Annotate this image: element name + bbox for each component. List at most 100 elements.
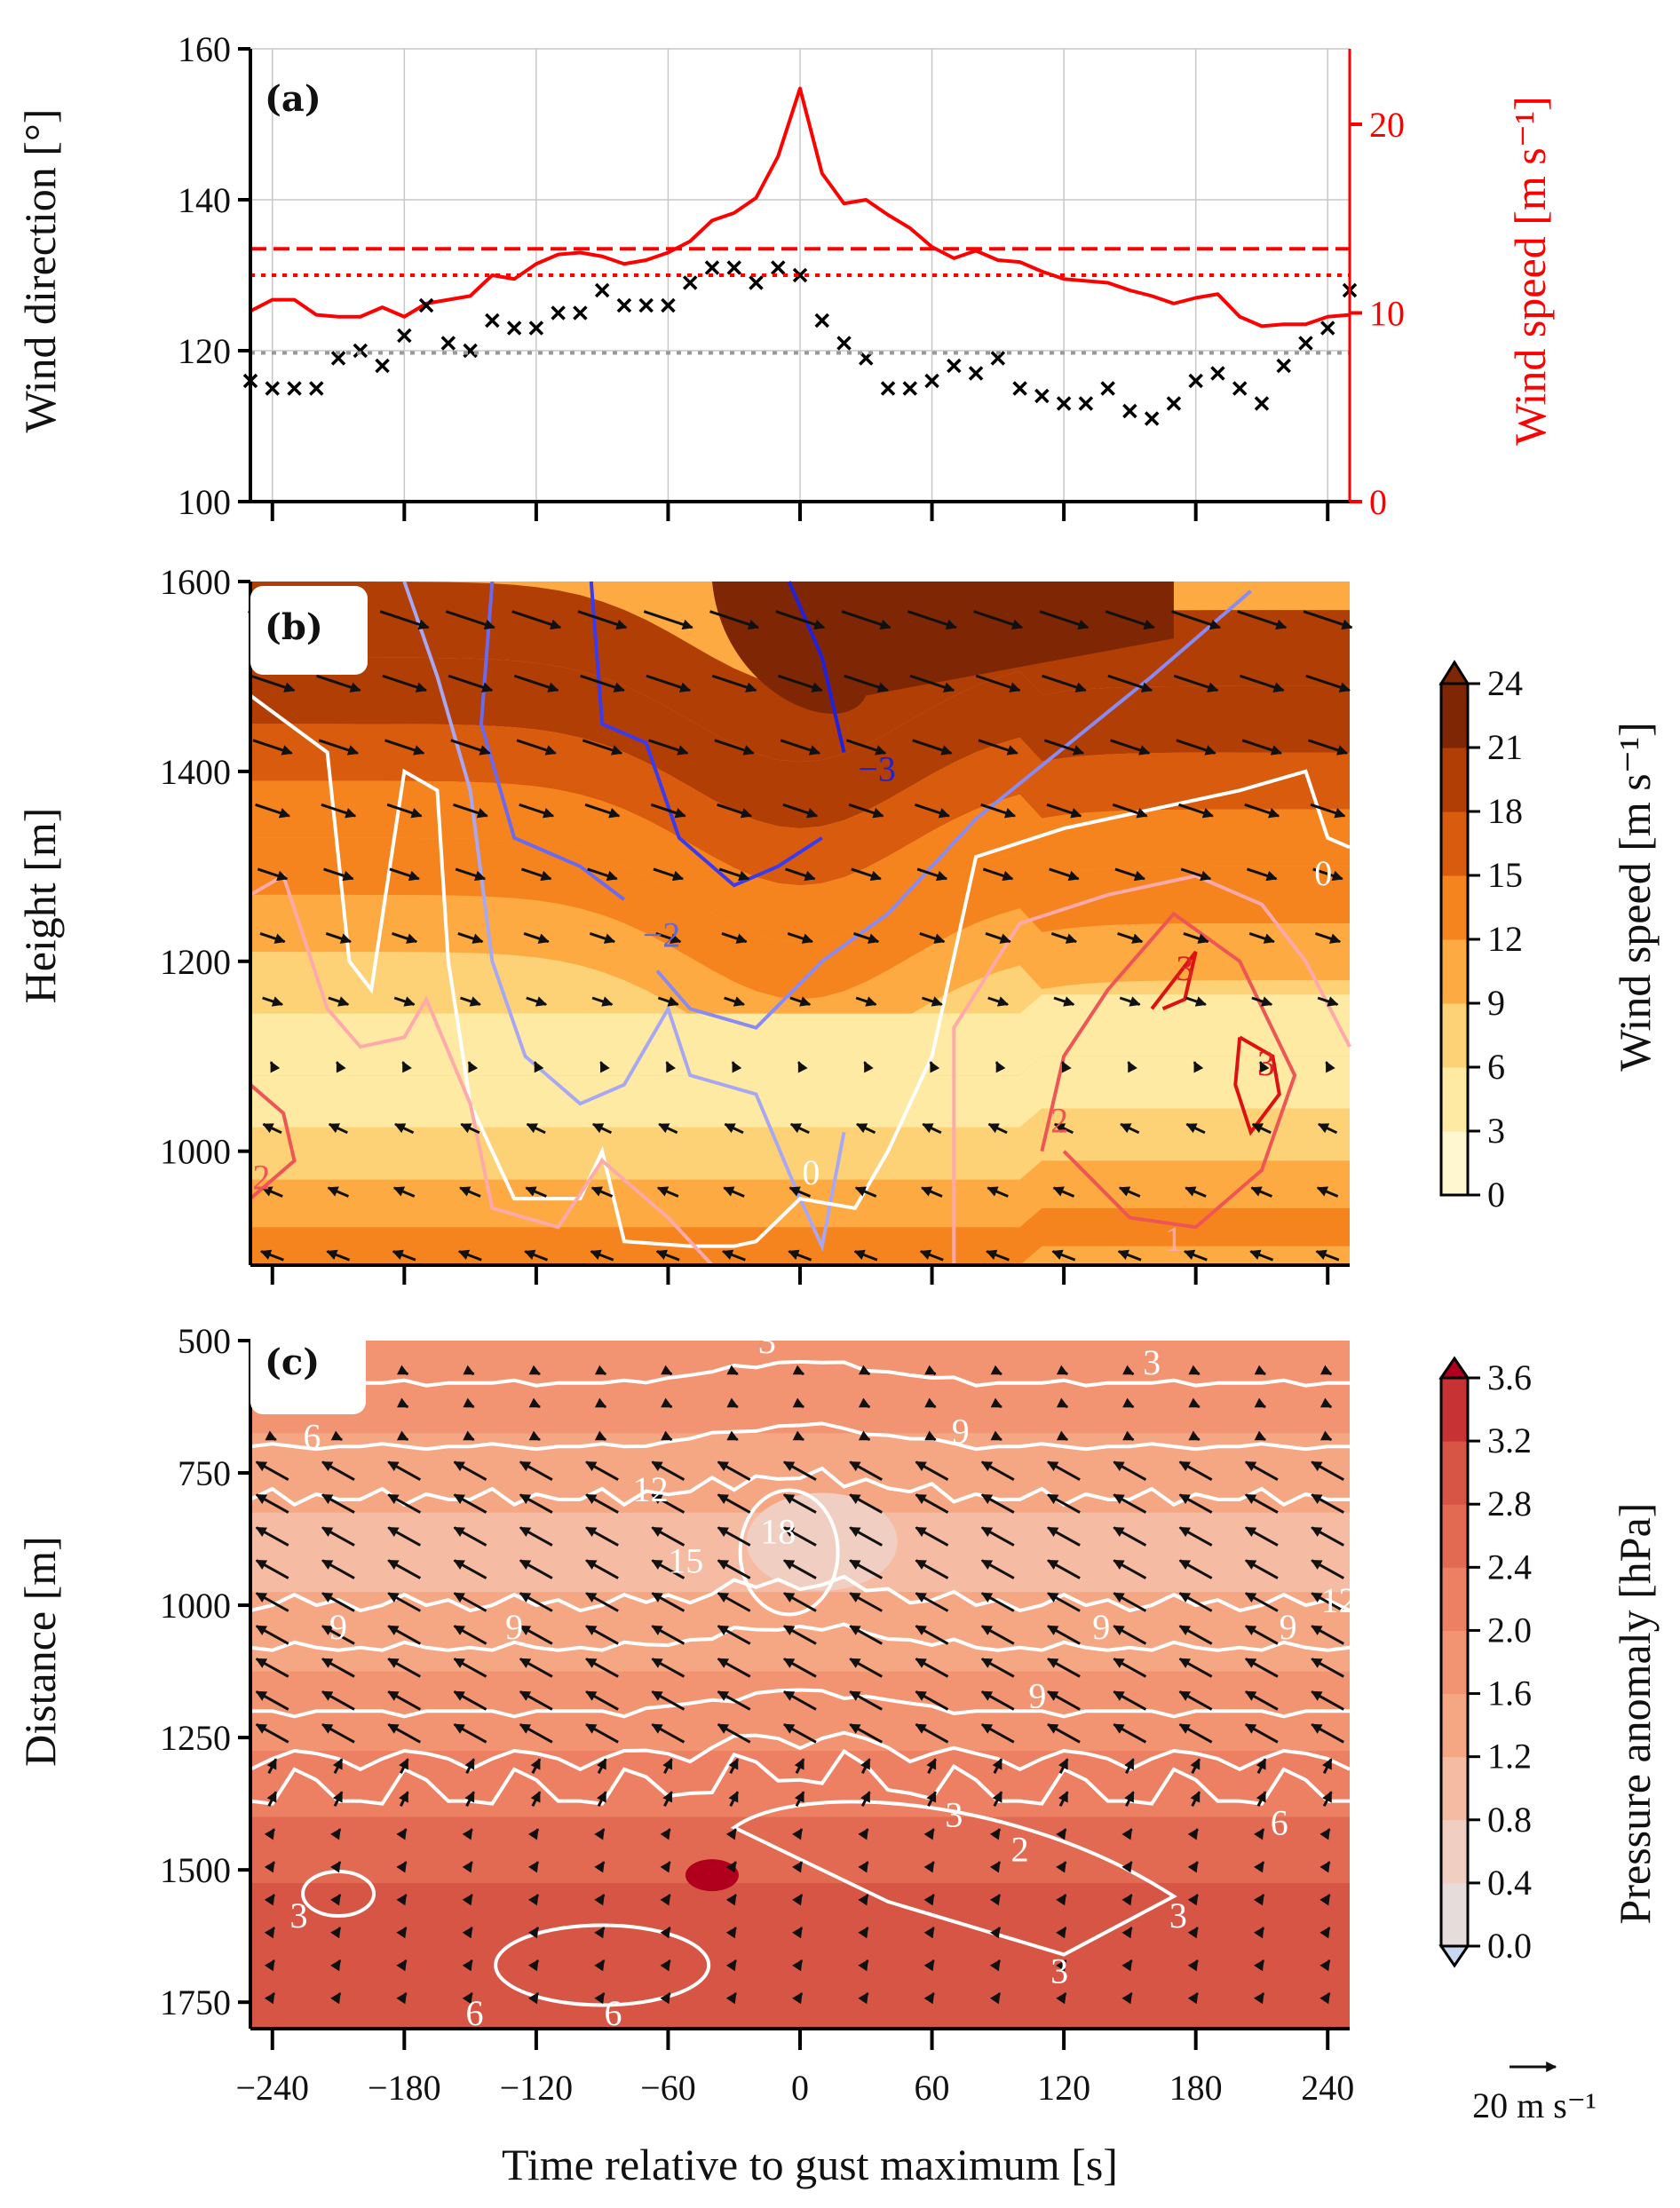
wind-vector bbox=[1247, 867, 1278, 882]
contour-label: 3 bbox=[1050, 1951, 1068, 1990]
wind-vector bbox=[265, 1430, 277, 1442]
wind-vector bbox=[915, 1658, 949, 1678]
wind-vector bbox=[792, 1397, 805, 1409]
contour-label: 2 bbox=[1011, 1829, 1029, 1869]
wind-vector bbox=[453, 1658, 487, 1678]
wind-vector bbox=[323, 867, 354, 882]
colorbar-tick-label: 1.2 bbox=[1487, 1737, 1532, 1777]
panel-c-contour-labels: 3 3 6 9 12 18 15 9 9 9 9 12 9 3 6 2 3 3 3 6 6 bbox=[289, 1321, 1356, 2033]
wind-vector bbox=[1256, 1791, 1267, 1807]
wind-vector bbox=[1253, 1959, 1265, 1972]
wind-vector bbox=[513, 674, 559, 692]
wind-vector bbox=[860, 1791, 871, 1807]
wind-vector bbox=[980, 1559, 1015, 1579]
wind-vector bbox=[1251, 996, 1273, 1007]
wind-vector bbox=[989, 1828, 1002, 1840]
contour-label: 9 bbox=[329, 1607, 347, 1647]
wind-vector bbox=[1239, 674, 1285, 692]
wind-vector bbox=[982, 867, 1014, 882]
wind-direction-marker bbox=[528, 321, 544, 336]
wind-direction-marker bbox=[1232, 381, 1248, 396]
wind-vector bbox=[860, 1758, 871, 1774]
wind-vector bbox=[393, 996, 416, 1007]
wind-vector bbox=[792, 1959, 804, 1972]
wind-vector bbox=[252, 739, 293, 756]
wind-vector bbox=[1253, 1992, 1265, 2005]
wind-vector bbox=[1251, 1122, 1272, 1135]
wind-direction-marker bbox=[924, 373, 939, 389]
contour-label: 6 bbox=[605, 1993, 622, 2033]
wind-vector bbox=[662, 1758, 673, 1774]
wind-vector bbox=[849, 1493, 884, 1514]
wind-vector bbox=[1253, 1927, 1265, 1939]
wind-vector bbox=[1244, 1460, 1279, 1481]
wind-vector bbox=[995, 1061, 1006, 1073]
wind-vector bbox=[788, 1249, 812, 1262]
wind-vector bbox=[321, 1592, 355, 1612]
wind-vector bbox=[330, 1828, 342, 1840]
wind-vector bbox=[520, 867, 552, 882]
contour-label: 3 bbox=[1176, 948, 1193, 988]
xtick-label: −60 bbox=[640, 2068, 696, 2108]
wind-vector bbox=[858, 1365, 871, 1376]
wind-vector bbox=[464, 1791, 475, 1807]
wind-vector bbox=[255, 1625, 289, 1645]
panel-a-lines bbox=[242, 86, 1358, 426]
wind-vector bbox=[782, 1526, 817, 1547]
wind-vector bbox=[519, 1559, 553, 1579]
contour-plus3 bbox=[1150, 950, 1198, 1011]
wind-vector bbox=[321, 1559, 355, 1579]
wind-vector bbox=[519, 1592, 553, 1612]
wind-vector bbox=[858, 1828, 869, 1840]
wind-speed-band bbox=[250, 657, 1350, 829]
pressure-band bbox=[250, 1816, 1350, 1884]
colorbar-extend-min bbox=[1438, 1944, 1470, 1968]
contour-plus1 bbox=[250, 873, 714, 1267]
colorbar-segment bbox=[1441, 1441, 1468, 1505]
contour-label: 0 bbox=[1314, 853, 1332, 893]
wind-vector bbox=[923, 1828, 935, 1840]
wind-vector bbox=[924, 1430, 937, 1442]
wind-vector bbox=[332, 1758, 344, 1774]
wind-vector bbox=[585, 1658, 619, 1678]
wind-vector bbox=[717, 1526, 751, 1547]
wind-vector bbox=[453, 1460, 487, 1481]
wind-vector bbox=[915, 1559, 949, 1579]
wind-vector bbox=[792, 1861, 804, 1873]
panel-c-label-box bbox=[250, 1326, 366, 1414]
wind-vector bbox=[250, 674, 296, 692]
wind-vector bbox=[643, 610, 693, 630]
wind-vector bbox=[262, 996, 284, 1007]
xtick-label: 0 bbox=[791, 2068, 809, 2108]
contour-label: 9 bbox=[1092, 1607, 1110, 1647]
wind-vector bbox=[1171, 610, 1222, 630]
colorbar-tick-label: 3 bbox=[1487, 1111, 1505, 1151]
wind-vector bbox=[1311, 1625, 1344, 1645]
wind-direction-marker bbox=[485, 313, 500, 328]
wind-vector bbox=[782, 1723, 817, 1744]
wind-direction-marker bbox=[771, 260, 786, 275]
wind-vector bbox=[1188, 1397, 1201, 1409]
wind-vector bbox=[1183, 1249, 1208, 1262]
wind-vector bbox=[321, 1625, 355, 1645]
wind-direction-marker bbox=[353, 343, 368, 359]
wind-vector bbox=[980, 803, 1017, 819]
wind-vector bbox=[266, 1791, 278, 1807]
panel-c: 3 3 6 9 12 18 15 9 9 9 9 12 9 3 6 2 3 3 3 6 6 500 750 1000 1250… bbox=[15, 1321, 1660, 2189]
ytick-label: 1600 bbox=[160, 562, 231, 602]
wind-vector bbox=[986, 1249, 1010, 1262]
wind-vector bbox=[264, 1861, 276, 1873]
colorbar-wind-speed: 0 3 6 9 12 15 18 21 24 bbox=[1438, 660, 1523, 1215]
wind-vector bbox=[336, 1061, 346, 1073]
wind-vector bbox=[849, 1526, 884, 1547]
wind-vector bbox=[332, 1791, 344, 1807]
wind-vector bbox=[453, 1723, 487, 1744]
wind-vector bbox=[849, 1559, 884, 1579]
wind-direction-marker bbox=[792, 267, 808, 283]
wind-vector bbox=[450, 739, 491, 756]
wind-vector bbox=[396, 1894, 408, 1906]
wind-vector bbox=[1049, 867, 1080, 882]
wind-vector bbox=[851, 867, 882, 882]
wind-vector bbox=[1051, 1249, 1076, 1262]
contour-minus3 bbox=[787, 581, 846, 753]
